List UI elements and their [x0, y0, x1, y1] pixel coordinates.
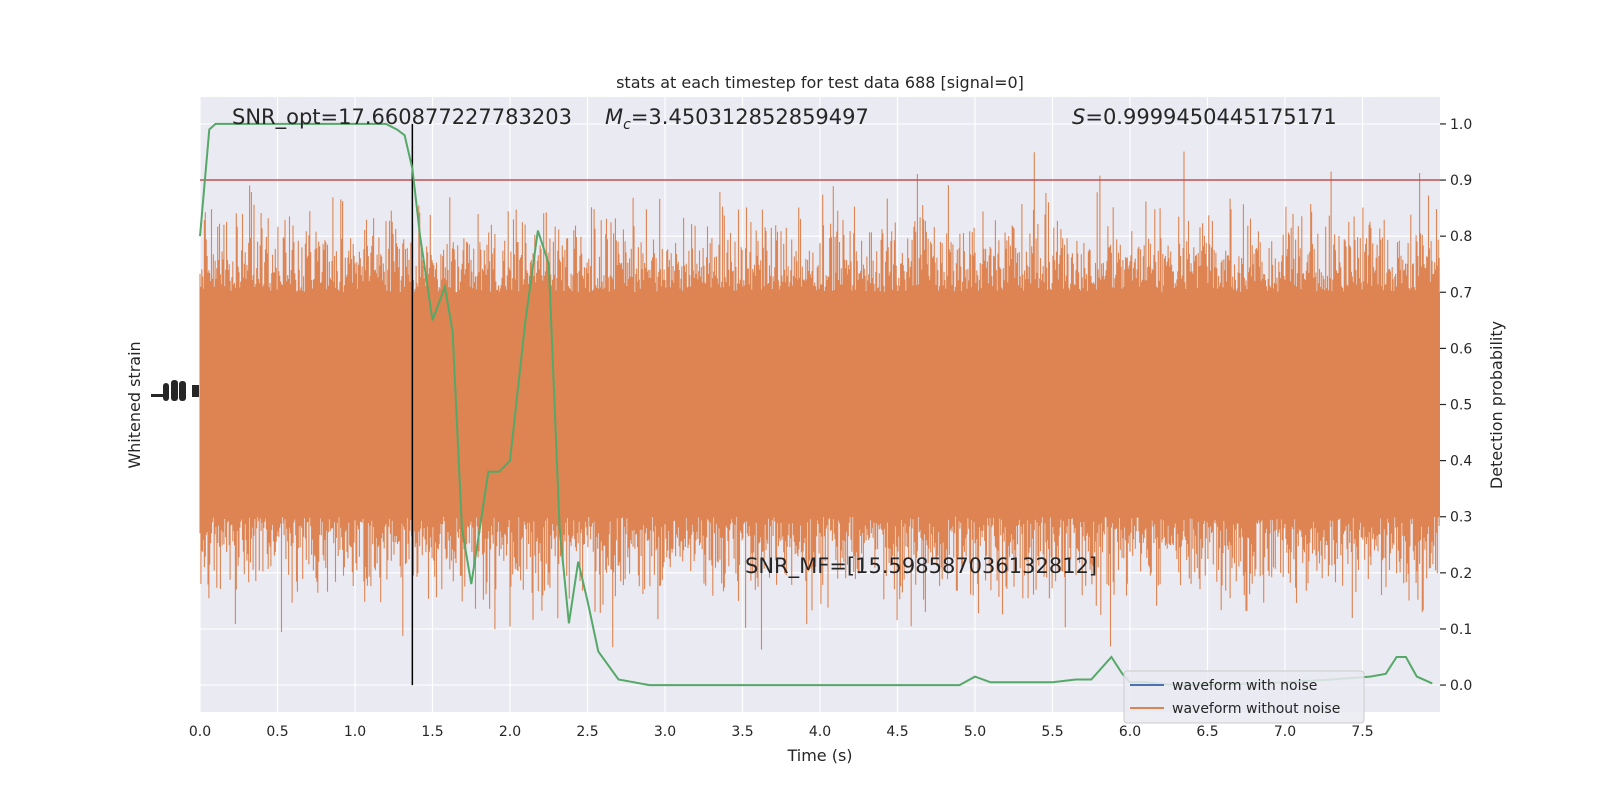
- left-axis-mark: [179, 381, 186, 401]
- noise-spikes: [199, 151, 1440, 650]
- y-tick-label: 0.5: [1450, 398, 1472, 414]
- x-tick-label: 5.0: [964, 724, 986, 740]
- x-tick-label: 5.5: [1041, 724, 1063, 740]
- chirp-mass-symbol: M: [605, 105, 623, 129]
- x-tick-label: 4.5: [886, 724, 908, 740]
- y-tick-label: 0.3: [1450, 510, 1472, 526]
- chirp-mass-value: =3.450312852859497: [631, 105, 869, 129]
- legend: waveform with noise waveform without noi…: [1123, 670, 1365, 724]
- y-tick-label: 0.8: [1450, 229, 1472, 245]
- snr-opt-annotation: SNR_opt=17.660877227783203: [232, 105, 572, 130]
- x-axis-ticks: 0.0 0.5 1.0 1.5 2.0 2.5 3.0 3.5 4.0 4.5 5.0 5.5 6.0 6…: [189, 724, 1374, 740]
- y-tick-label: 0.4: [1450, 454, 1472, 470]
- y-tick-label: 0.2: [1450, 566, 1472, 582]
- x-tick-label: 6.0: [1119, 724, 1141, 740]
- x-tick-label: 2.5: [576, 724, 598, 740]
- snr-mf-annotation: SNR_MF=[15.598587036132812]: [745, 554, 1097, 579]
- y-tick-label: 0.7: [1450, 285, 1472, 301]
- y-axis-ticks-right: 0.0 0.1 0.2 0.3 0.4 0.5 0.6 0.7 0.8 0.9 1.0: [1440, 117, 1472, 694]
- chart-title: stats at each timestep for test data 688…: [616, 73, 1024, 92]
- legend-label-noise: waveform with noise: [1172, 678, 1317, 694]
- x-tick-label: 1.0: [344, 724, 366, 740]
- s-symbol: S: [1072, 105, 1085, 129]
- x-tick-label: 2.0: [499, 724, 521, 740]
- waveform-noise-series: [199, 151, 1440, 650]
- x-tick-label: 4.0: [809, 724, 831, 740]
- y-tick-label: 0.6: [1450, 341, 1472, 357]
- left-axis-mark: [151, 394, 165, 397]
- x-axis-label: Time (s): [786, 746, 852, 765]
- x-tick-label: 3.0: [654, 724, 676, 740]
- chirp-mass-annotation: Mc=3.450312852859497: [605, 105, 869, 133]
- y-tick-label: 0.1: [1450, 622, 1472, 638]
- x-tick-label: 3.5: [731, 724, 753, 740]
- x-tick-label: 7.0: [1274, 724, 1296, 740]
- y-tick-label: 1.0: [1450, 117, 1472, 133]
- x-tick-label: 0.5: [266, 724, 288, 740]
- left-axis-mark: [163, 383, 169, 401]
- x-tick-label: 7.5: [1351, 724, 1373, 740]
- s-value: =0.9999450445175171: [1085, 105, 1336, 129]
- y-axis-label-right: Detection probability: [1487, 321, 1506, 489]
- x-tick-label: 6.5: [1196, 724, 1218, 740]
- y-tick-label: 0.0: [1450, 678, 1472, 694]
- legend-box: [1123, 670, 1365, 724]
- s-annotation: S=0.9999450445175171: [1072, 105, 1337, 129]
- left-axis-tick-marks: [151, 380, 199, 401]
- y-axis-label-left: Whitened strain: [125, 341, 144, 468]
- chirp-mass-subscript: c: [623, 117, 631, 133]
- y-tick-label: 0.9: [1450, 173, 1472, 189]
- left-axis-mark: [171, 380, 178, 401]
- x-tick-label: 0.0: [189, 724, 211, 740]
- legend-label-clean: waveform without noise: [1172, 701, 1340, 717]
- left-axis-mark: [192, 385, 199, 397]
- x-tick-label: 1.5: [421, 724, 443, 740]
